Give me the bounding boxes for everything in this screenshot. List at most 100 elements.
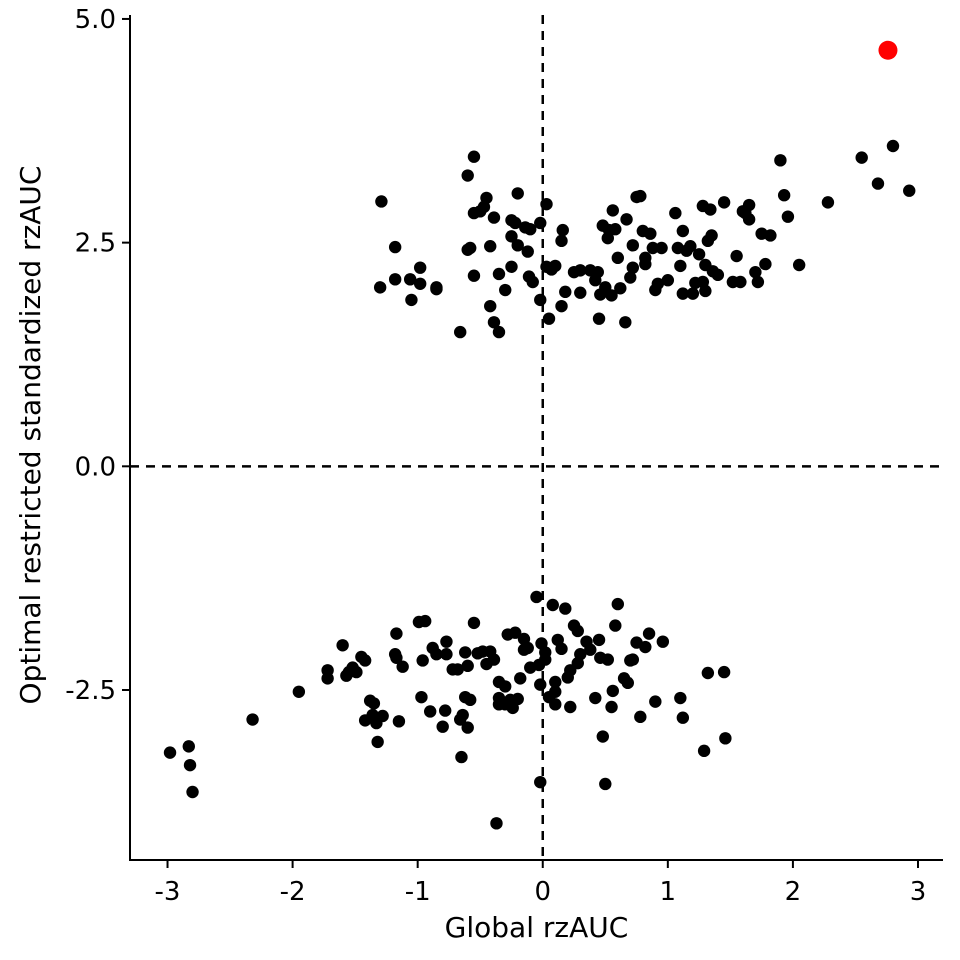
x-tick-label: -3 <box>155 877 181 907</box>
data-point <box>684 240 697 253</box>
data-point <box>539 646 552 659</box>
highlighted-data-point <box>878 40 898 60</box>
data-point <box>717 665 731 679</box>
data-point <box>686 287 700 300</box>
data-point <box>546 598 559 612</box>
data-point <box>373 281 387 294</box>
data-point <box>764 229 777 242</box>
data-point <box>514 672 527 685</box>
data-point <box>774 154 787 167</box>
data-point <box>413 261 427 274</box>
data-point <box>436 720 449 733</box>
data-point <box>423 705 437 718</box>
data-point <box>358 654 372 667</box>
data-point <box>591 265 604 279</box>
data-point <box>484 299 497 313</box>
data-point <box>524 223 537 236</box>
data-point <box>163 746 177 759</box>
data-point <box>438 704 452 717</box>
data-point <box>454 325 467 339</box>
data-point <box>605 700 618 714</box>
data-point <box>661 274 675 287</box>
y-tick-label: 0.0 <box>75 452 116 482</box>
data-point <box>396 660 409 673</box>
data-point <box>609 619 622 632</box>
data-point <box>542 312 556 325</box>
data-point <box>626 653 640 666</box>
data-point <box>534 216 547 230</box>
data-point <box>855 151 868 164</box>
data-point <box>619 316 632 329</box>
data-point <box>555 642 568 656</box>
data-point <box>484 240 497 253</box>
data-point <box>634 710 647 724</box>
data-point <box>605 289 618 302</box>
data-point <box>534 775 547 789</box>
data-point <box>376 709 389 723</box>
data-point <box>742 198 756 212</box>
data-point <box>734 275 747 289</box>
data-point <box>487 316 501 329</box>
data-point <box>456 708 469 722</box>
data-point <box>624 271 637 284</box>
data-point <box>467 269 481 282</box>
data-point <box>634 189 647 203</box>
data-point <box>467 150 481 163</box>
data-point <box>649 695 662 708</box>
data-point <box>574 648 587 661</box>
data-point <box>609 223 622 236</box>
data-point <box>549 685 562 698</box>
data-point <box>505 230 518 243</box>
data-point <box>390 651 403 664</box>
data-point <box>416 654 429 667</box>
data-point <box>642 627 656 640</box>
data-point <box>321 672 334 685</box>
data-point <box>521 245 534 258</box>
data-point <box>699 284 712 298</box>
data-point <box>505 260 518 273</box>
data-point <box>676 287 690 300</box>
data-point <box>792 258 806 272</box>
data-point <box>455 750 468 764</box>
data-point <box>459 646 472 659</box>
data-point <box>559 602 572 615</box>
data-point <box>530 590 543 604</box>
data-point <box>621 676 635 690</box>
data-point <box>534 678 547 691</box>
data-point <box>599 777 612 791</box>
data-point <box>592 633 606 647</box>
data-point <box>646 241 660 255</box>
data-point <box>655 241 668 255</box>
data-point <box>742 213 756 226</box>
data-point <box>246 713 259 726</box>
x-tick-label: 1 <box>660 877 677 907</box>
y-tick-label: -2.5 <box>65 676 116 706</box>
data-point <box>701 666 715 680</box>
data-point <box>350 665 363 679</box>
data-point <box>521 641 534 655</box>
data-point <box>574 286 587 299</box>
data-point <box>415 690 428 704</box>
y-tick-label: 2.5 <box>75 229 116 259</box>
data-point <box>656 635 670 648</box>
data-point <box>871 177 885 190</box>
data-point <box>540 197 553 211</box>
data-point <box>464 241 477 255</box>
data-point <box>418 614 432 628</box>
data-point <box>292 685 306 698</box>
data-point <box>704 203 717 216</box>
data-point <box>711 268 725 282</box>
data-point <box>467 616 481 630</box>
data-point <box>730 249 743 263</box>
data-point <box>549 698 562 711</box>
data-point <box>903 184 916 197</box>
data-point <box>534 293 547 307</box>
data-point <box>440 648 453 661</box>
data-point <box>392 715 406 728</box>
data-point <box>440 635 453 648</box>
data-point <box>430 648 443 661</box>
data-point <box>461 659 474 673</box>
data-point <box>388 273 402 286</box>
data-point <box>492 267 506 281</box>
